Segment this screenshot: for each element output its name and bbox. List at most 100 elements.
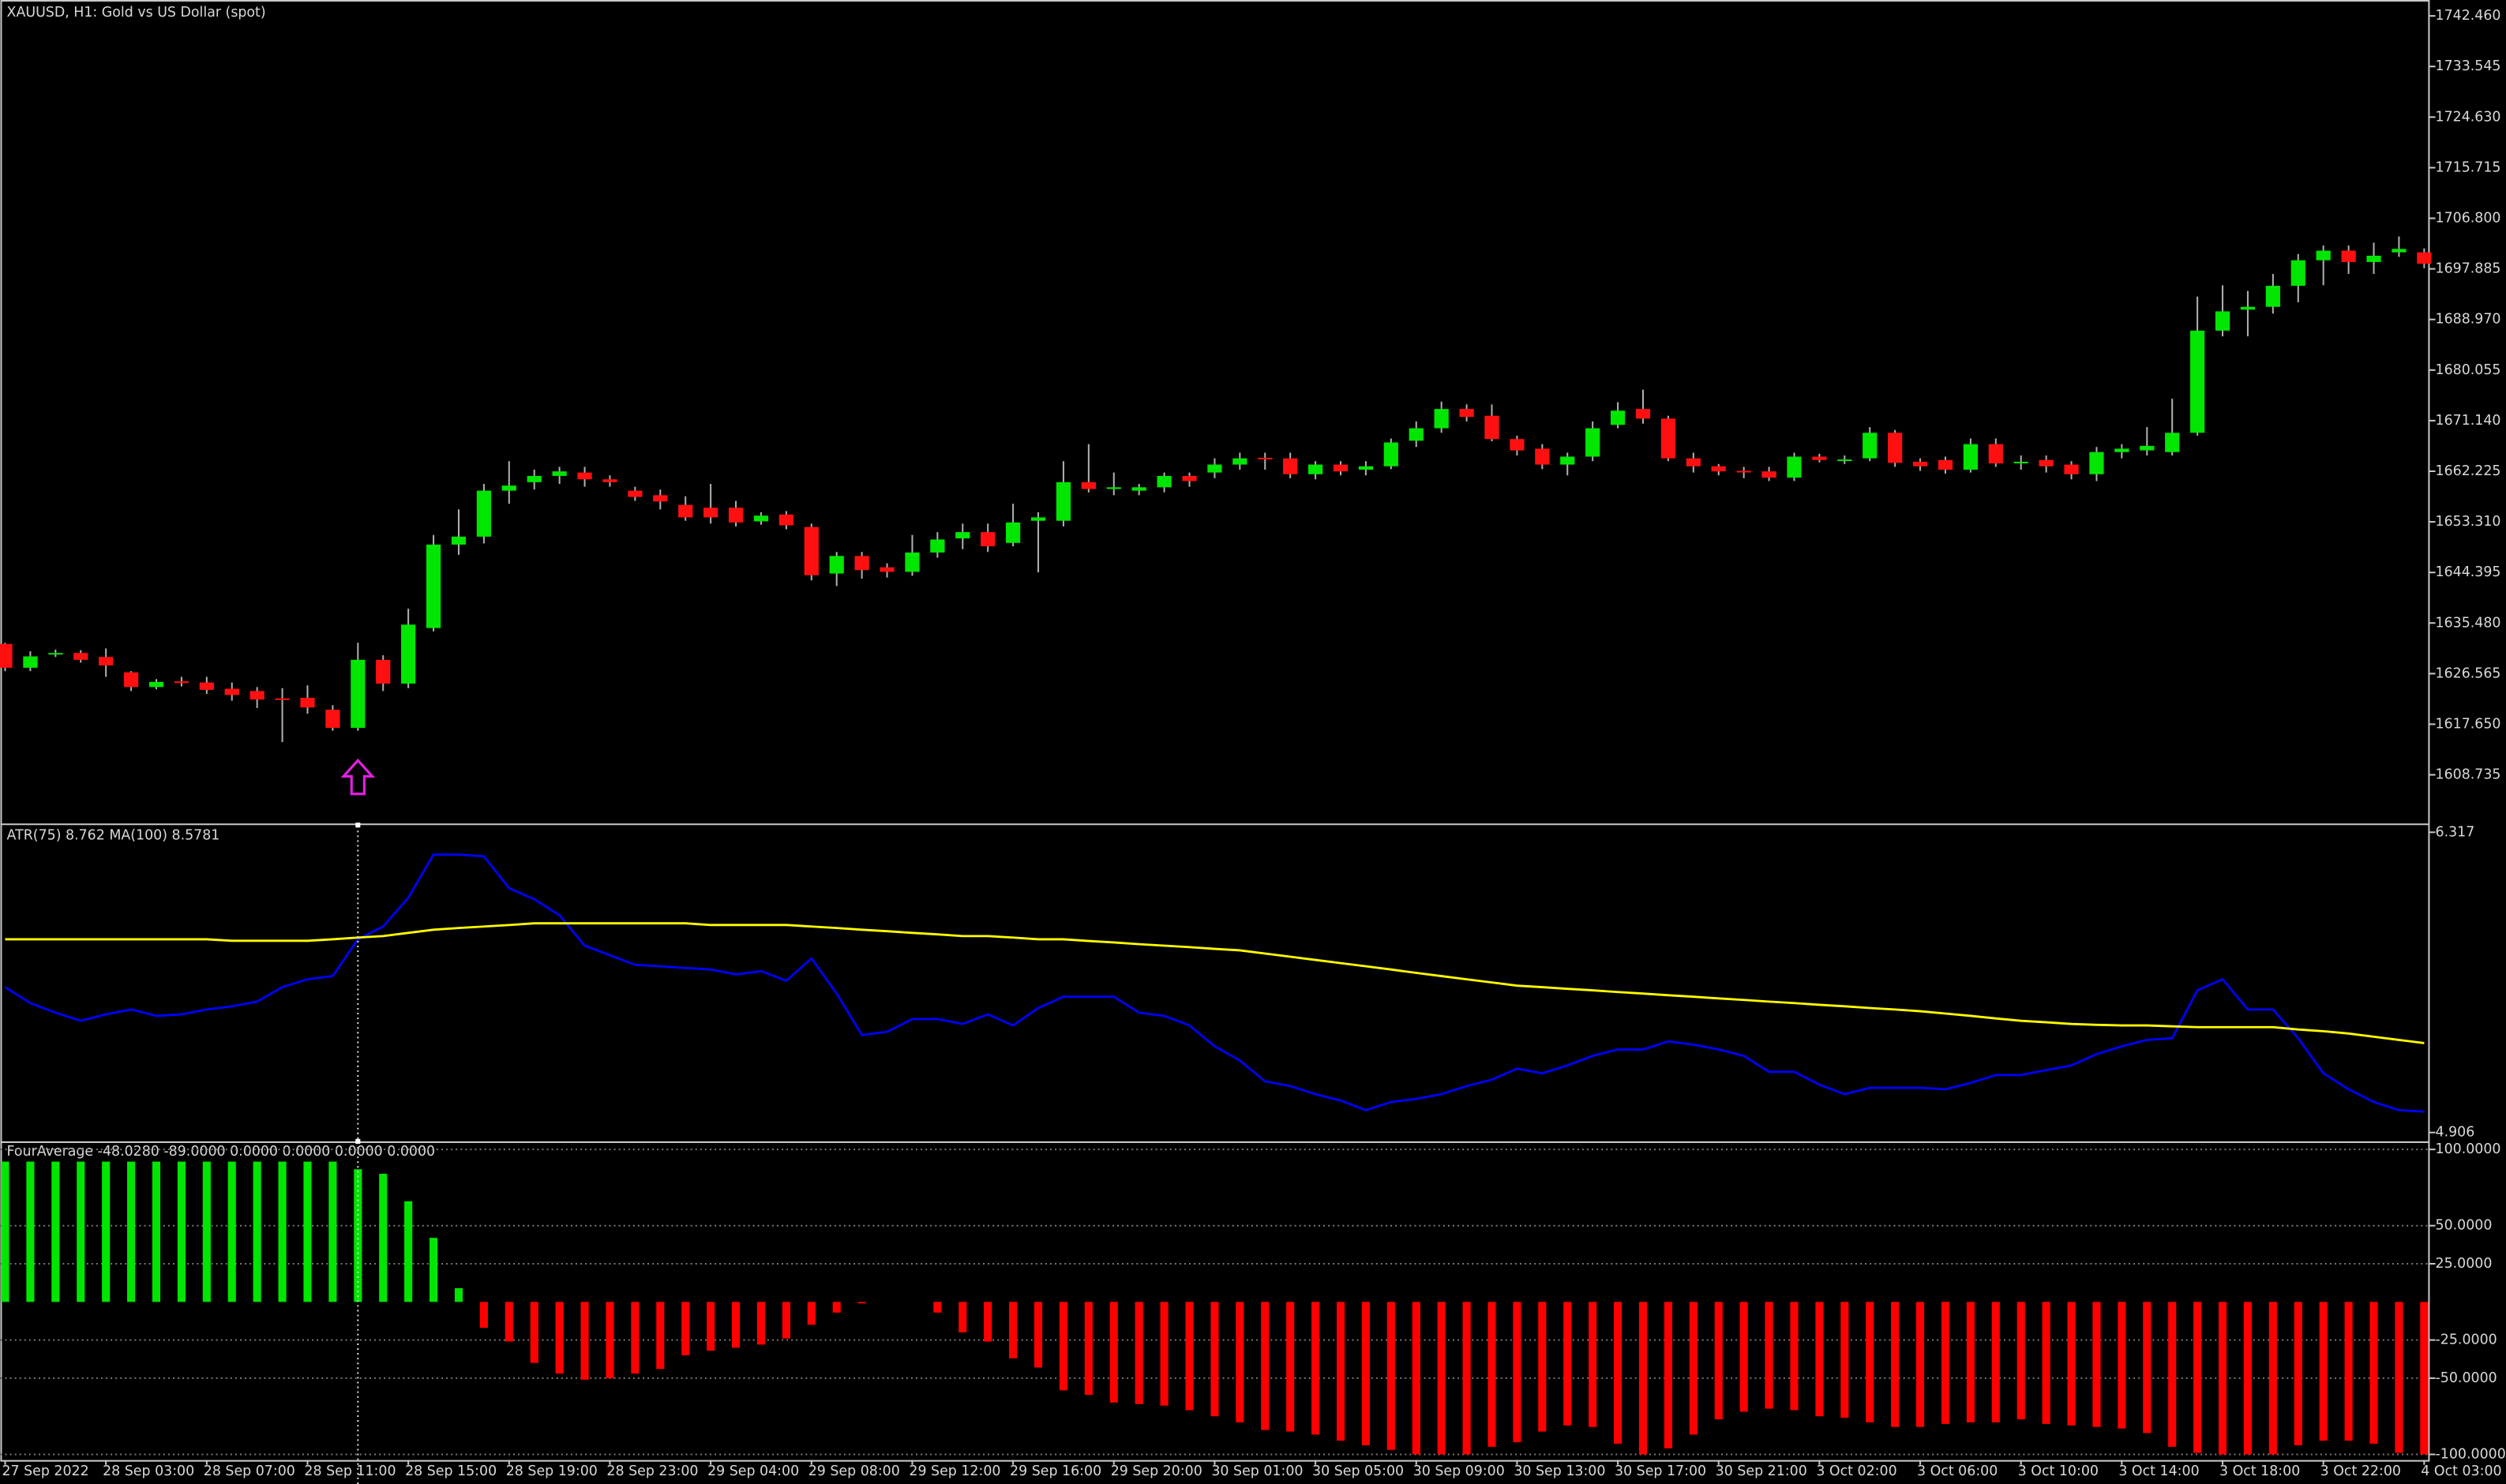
histogram-bar: [1941, 1302, 1950, 1424]
histogram-bar: [2243, 1302, 2253, 1455]
y-tick-label: 100.0000: [2436, 1141, 2501, 1157]
candle-body: [1761, 471, 1776, 478]
histogram-bar: [2118, 1302, 2126, 1429]
candle-body: [1484, 415, 1499, 440]
histogram-bar: [2168, 1302, 2177, 1447]
signal-arrow: [340, 758, 376, 796]
candle-body: [1938, 459, 1953, 470]
candle-body: [2190, 330, 2205, 433]
y-tick-label: -25.0000: [2436, 1332, 2497, 1348]
candle-body: [1307, 464, 1323, 474]
y-tick-label: 1626.565: [2436, 665, 2501, 681]
histogram-bar: [1966, 1302, 1975, 1422]
candle-body: [1207, 464, 1222, 473]
candle-body: [2215, 311, 2230, 331]
candle-body: [1560, 456, 1575, 465]
histogram-bar: [152, 1161, 161, 1302]
histogram-bar: [2369, 1302, 2378, 1444]
histogram-bar: [933, 1302, 942, 1313]
candle-body: [99, 657, 114, 666]
histogram-bar: [1487, 1302, 1496, 1447]
histogram-bar: [2092, 1302, 2101, 1427]
x-tick-label: 3 Oct 02:00: [1816, 1463, 1896, 1479]
histogram-bar: [328, 1161, 337, 1302]
candle-body: [728, 508, 744, 523]
candle-body: [1157, 475, 1172, 488]
y-tick-label: 1635.480: [2436, 615, 2501, 631]
candle-body: [48, 653, 63, 655]
histogram-bar: [530, 1302, 538, 1363]
candle-body: [1988, 444, 2003, 464]
histogram-bar: [1412, 1302, 1420, 1455]
histogram-bar: [1034, 1302, 1043, 1368]
candle-body: [1711, 466, 1726, 472]
candle-body: [829, 556, 844, 574]
candle-body: [1081, 482, 1096, 489]
histogram-bar: [177, 1161, 186, 1302]
candle-body: [2140, 445, 2155, 451]
histogram-bar: [202, 1161, 211, 1302]
candle-body: [1585, 428, 1600, 457]
histogram-bar: [1915, 1302, 1925, 1427]
candle-body: [1535, 448, 1550, 465]
histogram-bar: [1286, 1302, 1295, 1432]
candle-body: [1131, 487, 1146, 491]
x-tick-label: 28 Sep 11:00: [304, 1463, 396, 1479]
histogram-bar: [227, 1161, 236, 1302]
candle-body: [401, 624, 416, 684]
histogram-bar: [102, 1161, 111, 1302]
candle-body: [1660, 418, 1676, 459]
histogram-bar: [1513, 1302, 1521, 1443]
histogram-bar: [479, 1302, 488, 1328]
y-tick-label: 1662.225: [2436, 463, 2501, 479]
candle-body: [376, 659, 391, 684]
candle-body: [678, 504, 693, 518]
y-tick-label: 25.0000: [2436, 1256, 2493, 1272]
candle-body: [1258, 457, 1273, 459]
histogram-bar: [379, 1174, 388, 1302]
candle-body: [1736, 470, 1751, 473]
histogram-bar: [555, 1302, 564, 1374]
candle-body: [451, 536, 467, 545]
histogram-bar: [1009, 1302, 1018, 1358]
candle-body: [1812, 456, 1827, 460]
histogram-bar: [2395, 1302, 2403, 1453]
chart-title: XAUUSD, H1: Gold vs US Dollar (spot): [7, 5, 266, 21]
histogram-bar: [731, 1302, 741, 1348]
histogram-bar: [1790, 1302, 1799, 1411]
candle-body: [501, 485, 516, 491]
y-tick-label: 1706.800: [2436, 211, 2501, 227]
histogram-bar: [1135, 1302, 1143, 1404]
histogram-bar: [2344, 1302, 2353, 1441]
histogram-bar: [1462, 1302, 1471, 1455]
x-tick-label: 29 Sep 12:00: [909, 1463, 1000, 1479]
x-tick-label: 29 Sep 20:00: [1111, 1463, 1202, 1479]
candle-body: [224, 688, 239, 695]
candle-body: [653, 495, 668, 502]
candle-body: [1434, 409, 1449, 429]
candle-body: [1459, 409, 1474, 418]
candle-body: [199, 682, 214, 690]
x-tick-label: 3 Oct 06:00: [1917, 1463, 1998, 1479]
candle-body: [2265, 286, 2280, 307]
histogram-bar: [681, 1302, 690, 1355]
candle-body: [930, 539, 945, 553]
candle-body: [1383, 442, 1398, 467]
candle-body: [2316, 250, 2331, 260]
candle-body: [0, 643, 13, 668]
histogram-bar: [278, 1161, 287, 1302]
candle-body: [23, 656, 38, 668]
histogram-bar: [959, 1302, 967, 1332]
x-tick-label: 30 Sep 17:00: [1615, 1463, 1706, 1479]
histogram-bar: [1059, 1302, 1067, 1391]
histogram-bar: [1866, 1302, 1874, 1422]
x-tick-label: 29 Sep 04:00: [707, 1463, 799, 1479]
candle-body: [300, 698, 315, 708]
y-tick-label: 1671.140: [2436, 413, 2501, 429]
candle-body: [2013, 461, 2028, 463]
candle-body: [753, 515, 769, 522]
candle-body: [703, 508, 718, 518]
candle-body: [2165, 433, 2180, 452]
candle-body: [2114, 448, 2129, 452]
